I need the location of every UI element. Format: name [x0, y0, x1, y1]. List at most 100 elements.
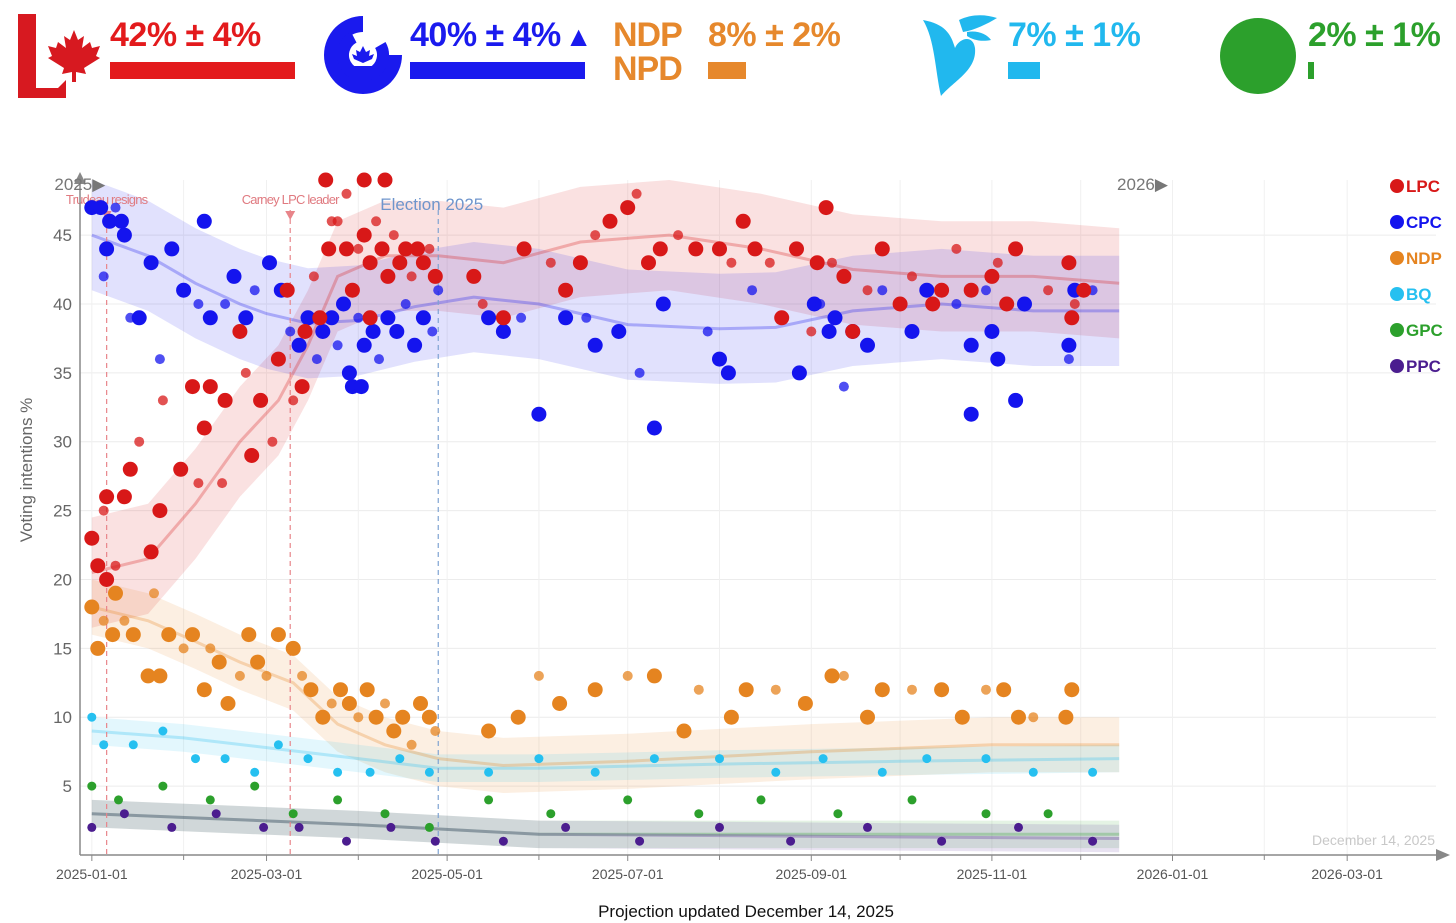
ndp-logo-icon: NDP NPD: [613, 18, 683, 86]
legend-label-ndp: NDP: [1406, 249, 1442, 268]
poll-point-lpc: [193, 478, 204, 489]
poll-point-cpc: [262, 255, 277, 271]
legend-marker-gpc: [1390, 323, 1404, 337]
poll-point-ndp: [303, 682, 319, 698]
poll-point-lpc: [217, 478, 228, 489]
poll-point-cpc: [981, 285, 991, 296]
poll-point-gpc: [833, 809, 843, 819]
poll-point-cpc: [400, 299, 411, 309]
poll-point-lpc: [735, 213, 751, 229]
poll-point-ndp: [205, 643, 216, 654]
poll-point-cpc: [353, 379, 369, 395]
poll-point-ndp: [907, 684, 917, 695]
poll-point-ndp: [341, 696, 357, 711]
poll-point-gpc: [1043, 809, 1053, 819]
poll-point-cpc: [315, 324, 331, 339]
poll-point-lpc: [288, 395, 299, 406]
poll-point-bq: [128, 740, 138, 750]
poll-point-ndp: [646, 668, 662, 684]
poll-point-bq: [877, 767, 887, 777]
poll-point-bq: [922, 754, 932, 764]
poll-point-lpc: [90, 558, 106, 574]
poll-point-ppc: [863, 822, 872, 832]
poll-point-cpc: [102, 213, 118, 229]
poll-point-ndp: [421, 709, 437, 725]
poll-point-cpc: [1008, 392, 1024, 408]
poll-point-lpc: [344, 282, 360, 298]
poll-point-ndp: [824, 668, 840, 684]
poll-point-gpc: [756, 795, 766, 805]
projection-updated-label: Projection updated December 14, 2025: [598, 902, 894, 921]
poll-point-lpc: [620, 200, 636, 216]
cpc-share-bar: [410, 62, 585, 79]
confidence-band-bq: [91, 717, 1120, 782]
poll-point-cpc: [113, 213, 129, 229]
x-tick-label: 2025-07-01: [592, 866, 664, 882]
poll-point-ndp: [533, 670, 544, 681]
poll-point-lpc: [406, 271, 417, 282]
poll-point-ndp: [838, 670, 849, 681]
poll-point-gpc: [288, 809, 298, 819]
poll-point-lpc: [907, 271, 917, 282]
poll-point-lpc: [1069, 299, 1080, 309]
poll-point-lpc: [477, 299, 488, 309]
poll-point-bq: [771, 767, 781, 777]
poll-point-ndp: [119, 615, 130, 626]
poll-point-cpc: [611, 324, 627, 339]
y-tick-label: 25: [53, 502, 72, 521]
y-axis-label: Voting intentions %: [17, 398, 36, 543]
poll-point-lpc: [590, 230, 601, 241]
poll-point-cpc: [720, 365, 736, 381]
poll-point-lpc: [240, 367, 251, 378]
poll-point-bq: [99, 740, 109, 750]
poll-point-lpc: [631, 188, 642, 199]
poll-point-lpc: [356, 172, 372, 188]
poll-point-lpc: [602, 213, 618, 229]
legend-marker-cpc: [1390, 215, 1404, 229]
poll-point-lpc: [818, 200, 834, 216]
poll-point-cpc: [655, 296, 671, 312]
poll-point-gpc: [158, 781, 168, 791]
poll-point-cpc: [1063, 354, 1074, 365]
poll-point-cpc: [336, 296, 351, 312]
poll-point-gpc: [250, 781, 260, 791]
poll-point-bq: [715, 754, 724, 764]
poll-point-cpc: [154, 354, 165, 365]
poll-point-lpc: [326, 216, 337, 227]
poll-point-lpc: [173, 461, 189, 477]
legend-label-lpc: LPC: [1406, 177, 1440, 196]
poll-point-lpc: [424, 243, 435, 254]
chart-grid: [80, 180, 1436, 855]
poll-point-lpc: [999, 296, 1015, 312]
poll-point-lpc: [152, 503, 168, 519]
poll-point-ndp: [797, 696, 813, 711]
poll-point-cpc: [919, 282, 935, 298]
poll-point-lpc: [747, 241, 763, 257]
poll-point-cpc: [193, 299, 204, 309]
poll-point-cpc: [821, 324, 837, 339]
poll-point-lpc: [122, 461, 138, 477]
poll-point-lpc: [341, 188, 352, 199]
confidence-bands: [91, 180, 1120, 853]
poll-point-ndp: [211, 654, 227, 670]
trend-line-ndp: [91, 605, 1120, 768]
poll-point-ndp: [510, 709, 526, 725]
poll-point-bq: [424, 767, 434, 777]
poll-point-lpc: [652, 241, 668, 257]
poll-point-lpc: [362, 310, 378, 326]
event-marker-icon: [285, 211, 296, 220]
poll-point-gpc: [333, 795, 343, 805]
poll-point-cpc: [389, 324, 405, 339]
poll-point-ndp: [723, 709, 739, 725]
poll-point-cpc: [291, 337, 307, 353]
poll-point-cpc: [558, 310, 574, 326]
poll-point-ndp: [996, 682, 1012, 698]
poll-point-ndp: [261, 670, 272, 681]
poll-point-gpc: [114, 795, 123, 805]
poll-point-gpc: [205, 795, 215, 805]
poll-point-ndp: [981, 684, 991, 695]
confidence-band-ppc: [91, 799, 1120, 853]
poll-point-cpc: [249, 285, 260, 296]
poll-point-ndp: [140, 668, 156, 684]
